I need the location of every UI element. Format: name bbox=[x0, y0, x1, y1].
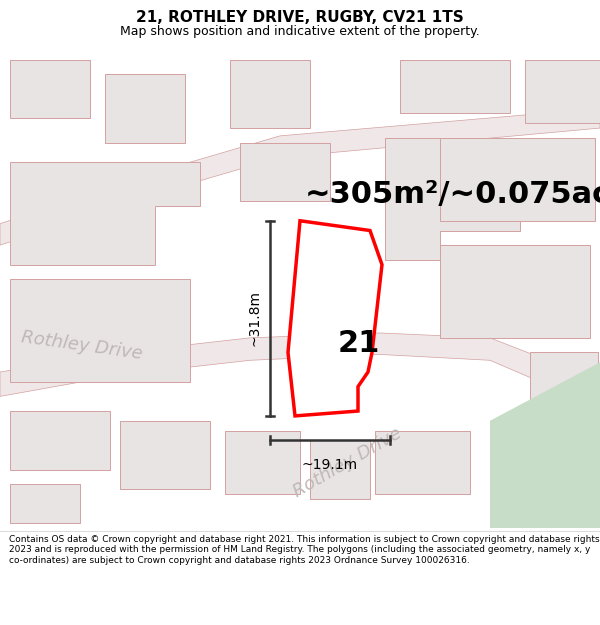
Polygon shape bbox=[440, 138, 595, 221]
Polygon shape bbox=[105, 74, 185, 142]
Polygon shape bbox=[10, 411, 110, 469]
Polygon shape bbox=[440, 245, 590, 338]
Polygon shape bbox=[10, 60, 90, 118]
Polygon shape bbox=[10, 484, 80, 523]
Text: ~19.1m: ~19.1m bbox=[302, 458, 358, 472]
Polygon shape bbox=[490, 362, 600, 528]
Text: ~31.8m: ~31.8m bbox=[248, 291, 262, 346]
Polygon shape bbox=[310, 440, 370, 499]
Polygon shape bbox=[375, 431, 470, 494]
Text: Rothley Drive: Rothley Drive bbox=[290, 424, 405, 501]
Polygon shape bbox=[120, 421, 210, 489]
Text: Map shows position and indicative extent of the property.: Map shows position and indicative extent… bbox=[120, 24, 480, 38]
Text: Rothley Drive: Rothley Drive bbox=[20, 328, 143, 363]
Polygon shape bbox=[400, 60, 510, 113]
Polygon shape bbox=[230, 60, 310, 128]
Polygon shape bbox=[10, 279, 190, 382]
Text: 21: 21 bbox=[337, 329, 380, 358]
Polygon shape bbox=[288, 221, 382, 416]
Polygon shape bbox=[240, 142, 330, 201]
Polygon shape bbox=[0, 109, 600, 245]
Polygon shape bbox=[530, 445, 598, 499]
Polygon shape bbox=[225, 431, 300, 494]
Polygon shape bbox=[385, 138, 520, 260]
Polygon shape bbox=[525, 60, 600, 123]
Polygon shape bbox=[530, 352, 598, 436]
Polygon shape bbox=[10, 162, 200, 264]
Text: ~305m²/~0.075ac.: ~305m²/~0.075ac. bbox=[305, 180, 600, 209]
Text: 21, ROTHLEY DRIVE, RUGBY, CV21 1TS: 21, ROTHLEY DRIVE, RUGBY, CV21 1TS bbox=[136, 10, 464, 25]
Polygon shape bbox=[0, 333, 600, 416]
Text: Contains OS data © Crown copyright and database right 2021. This information is : Contains OS data © Crown copyright and d… bbox=[9, 535, 599, 565]
